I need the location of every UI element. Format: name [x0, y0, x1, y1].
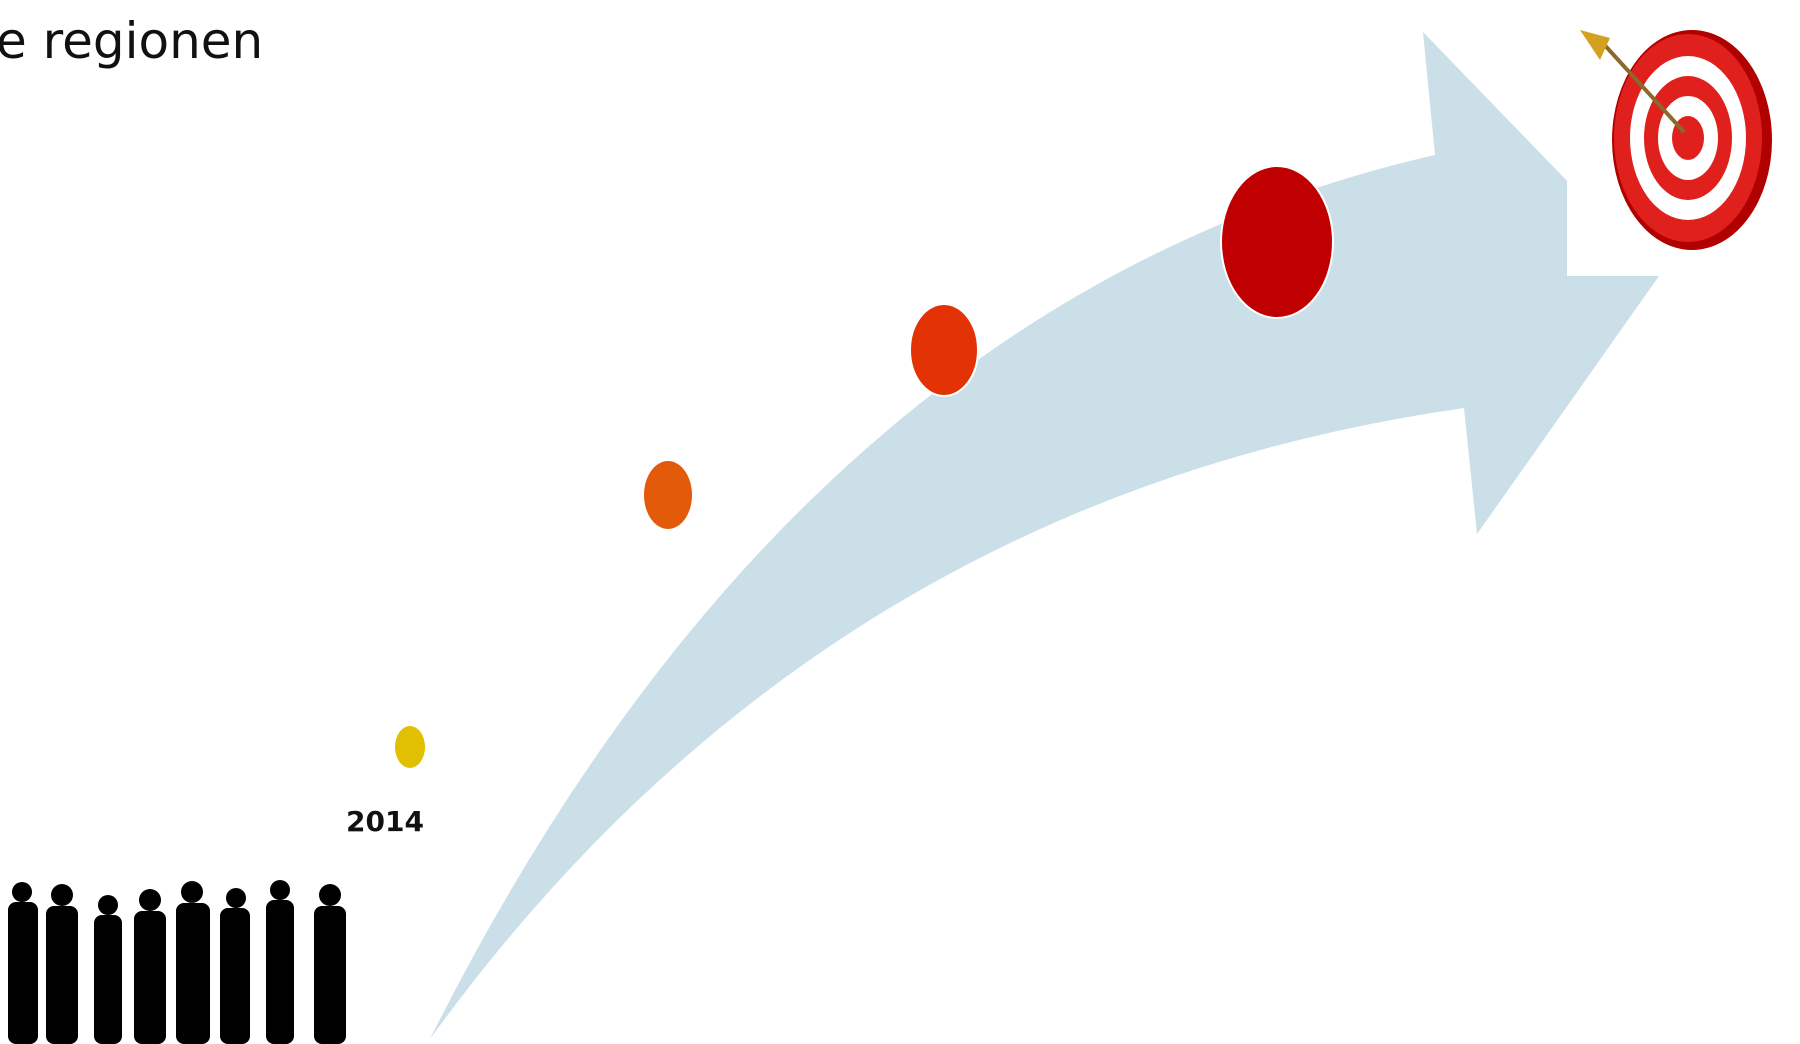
milestone-dot — [395, 726, 425, 768]
milestone-dot — [1220, 165, 1334, 319]
milestone-label: 2014 — [346, 805, 424, 838]
milestone-dot — [909, 303, 979, 397]
slide-title: e regionen — [0, 12, 263, 70]
people-silhouette — [8, 880, 346, 1044]
target-icon — [1567, 0, 1800, 276]
milestone-dot — [644, 461, 692, 529]
progress-arrow — [430, 32, 1659, 1039]
